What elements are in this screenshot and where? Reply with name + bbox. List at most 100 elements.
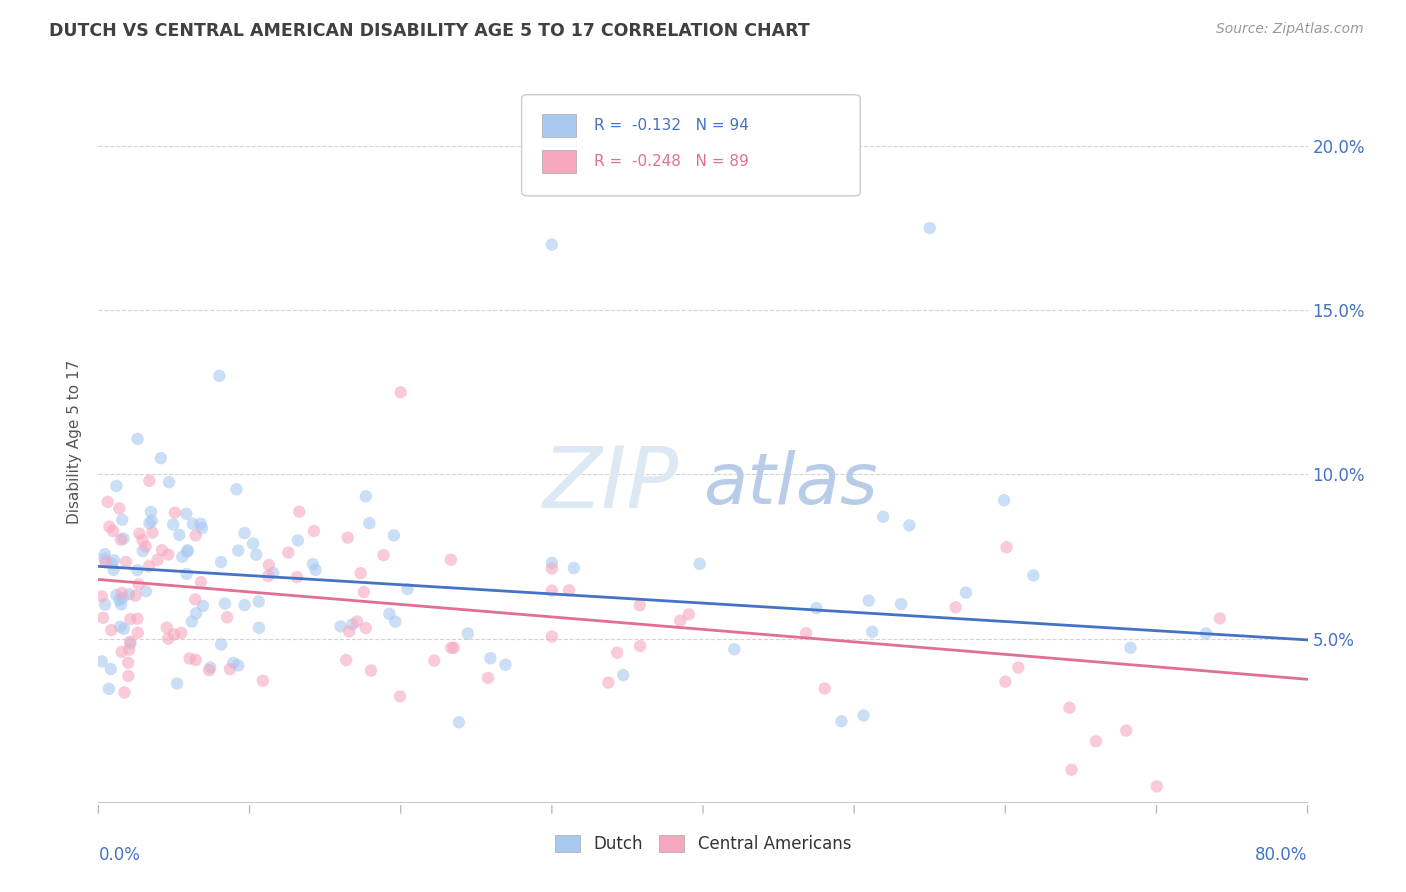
Point bbox=[141, 514, 163, 528]
Point bbox=[918, 221, 941, 235]
Point bbox=[898, 518, 921, 533]
Point bbox=[1195, 626, 1218, 640]
Point bbox=[447, 715, 470, 730]
Point bbox=[233, 526, 256, 541]
Point bbox=[1007, 660, 1029, 674]
Point bbox=[257, 569, 280, 583]
Point bbox=[191, 599, 214, 613]
Point bbox=[606, 646, 628, 660]
Point bbox=[440, 640, 463, 655]
Point bbox=[111, 645, 134, 659]
Point bbox=[852, 708, 875, 723]
Point bbox=[342, 617, 364, 632]
Text: R =  -0.248   N = 89: R = -0.248 N = 89 bbox=[595, 154, 749, 169]
Point bbox=[304, 563, 326, 577]
Point bbox=[214, 597, 236, 611]
Point bbox=[994, 674, 1017, 689]
Point bbox=[1022, 568, 1045, 582]
Point bbox=[860, 624, 883, 639]
Point bbox=[112, 532, 135, 546]
Point bbox=[184, 592, 207, 607]
Point bbox=[108, 620, 131, 634]
Point bbox=[191, 521, 214, 535]
Point bbox=[457, 626, 479, 640]
Point bbox=[247, 594, 270, 608]
Y-axis label: Disability Age 5 to 17: Disability Age 5 to 17 bbox=[67, 359, 83, 524]
Point bbox=[128, 526, 150, 541]
Point bbox=[360, 664, 382, 678]
Point bbox=[302, 557, 325, 571]
Point bbox=[302, 524, 325, 538]
Point bbox=[110, 533, 132, 547]
Point bbox=[176, 543, 198, 558]
Point bbox=[495, 657, 517, 672]
Point bbox=[103, 553, 125, 567]
Point bbox=[209, 637, 232, 651]
Point bbox=[100, 623, 122, 637]
Point bbox=[1146, 780, 1168, 794]
Point bbox=[111, 513, 134, 527]
Point bbox=[389, 385, 412, 400]
Point bbox=[226, 658, 249, 673]
Point bbox=[612, 668, 634, 682]
Point bbox=[225, 482, 247, 496]
Point bbox=[181, 516, 204, 531]
Point bbox=[346, 615, 368, 629]
Point bbox=[138, 516, 160, 530]
Point bbox=[477, 671, 499, 685]
Point bbox=[111, 586, 134, 600]
Point bbox=[118, 642, 141, 657]
Point bbox=[252, 673, 274, 688]
Point bbox=[440, 552, 463, 566]
Point bbox=[150, 543, 173, 558]
Point bbox=[190, 516, 212, 531]
Text: ZIP: ZIP bbox=[543, 443, 679, 526]
Point bbox=[242, 536, 264, 550]
Point bbox=[163, 506, 186, 520]
Point bbox=[277, 546, 299, 560]
Point bbox=[132, 544, 155, 558]
Point bbox=[105, 588, 128, 602]
Point bbox=[162, 517, 184, 532]
Point bbox=[117, 669, 139, 683]
Point bbox=[94, 547, 117, 561]
Point bbox=[170, 626, 193, 640]
Point bbox=[350, 566, 373, 581]
Point bbox=[90, 590, 112, 604]
Point bbox=[127, 612, 149, 626]
Point bbox=[200, 660, 222, 674]
Point bbox=[329, 619, 352, 633]
Point bbox=[993, 493, 1015, 508]
Point bbox=[335, 653, 357, 667]
Point bbox=[373, 548, 395, 562]
Point bbox=[100, 662, 122, 676]
Bar bbox=[543, 114, 576, 137]
Point bbox=[198, 663, 221, 677]
Point bbox=[98, 681, 121, 696]
Point bbox=[245, 548, 267, 562]
Bar bbox=[543, 151, 576, 173]
Point bbox=[156, 621, 179, 635]
Point bbox=[287, 533, 309, 548]
Point bbox=[91, 611, 114, 625]
Point bbox=[146, 553, 169, 567]
Point bbox=[1084, 734, 1107, 748]
Point bbox=[540, 630, 562, 644]
Point bbox=[858, 593, 880, 607]
Point bbox=[262, 566, 284, 580]
Point bbox=[157, 632, 180, 646]
Point bbox=[217, 610, 239, 624]
Point bbox=[222, 656, 245, 670]
Point bbox=[135, 584, 157, 599]
Point bbox=[138, 474, 160, 488]
Point bbox=[288, 505, 311, 519]
Point bbox=[830, 714, 852, 729]
Point bbox=[184, 653, 207, 667]
Point bbox=[97, 495, 120, 509]
Point bbox=[669, 614, 692, 628]
Point bbox=[1060, 763, 1083, 777]
Point bbox=[94, 598, 117, 612]
Point bbox=[285, 570, 308, 584]
Point bbox=[558, 583, 581, 598]
Point bbox=[176, 544, 198, 558]
